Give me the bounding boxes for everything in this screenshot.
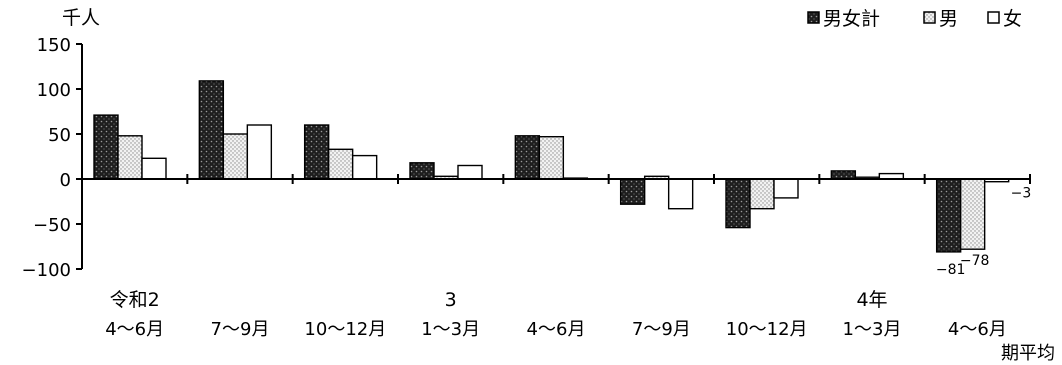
bar bbox=[246, 124, 273, 180]
bar bbox=[749, 178, 775, 210]
bar bbox=[935, 178, 962, 253]
bar bbox=[141, 157, 167, 180]
bar bbox=[959, 178, 986, 250]
bar bbox=[351, 154, 378, 180]
x-category-period-label: 4〜6月 bbox=[527, 319, 586, 340]
bar bbox=[619, 178, 646, 205]
legend-swatch bbox=[987, 11, 1000, 24]
legend-label: 男女計 bbox=[823, 8, 880, 30]
data-label: −3 bbox=[1011, 186, 1032, 202]
x-category-period-label: 7〜9月 bbox=[211, 319, 270, 340]
y-tick-label: 50 bbox=[48, 125, 71, 146]
y-tick-label: 0 bbox=[60, 170, 71, 191]
legend-label: 女 bbox=[1003, 8, 1022, 30]
bar bbox=[117, 135, 143, 180]
x-axis-label: 期平均 bbox=[1001, 343, 1055, 364]
x-category-year-label: 3 bbox=[445, 289, 457, 311]
x-category-period-label: 1〜3月 bbox=[421, 319, 480, 340]
data-label: −78 bbox=[960, 253, 990, 269]
x-category-period-label: 7〜9月 bbox=[632, 319, 691, 340]
bar bbox=[198, 80, 225, 180]
x-category-year-label: 令和2 bbox=[110, 289, 160, 311]
bar bbox=[538, 135, 565, 180]
y-axis: 150 100 50 0 −50 −100 bbox=[22, 35, 83, 281]
bar bbox=[409, 162, 435, 180]
y-axis-unit-label: 千人 bbox=[62, 7, 100, 29]
bar bbox=[222, 133, 249, 180]
bar bbox=[830, 170, 857, 180]
data-label: −81 bbox=[936, 262, 966, 278]
bar bbox=[303, 124, 330, 180]
x-category-period-label: 1〜3月 bbox=[843, 319, 902, 340]
y-tick-label: −50 bbox=[33, 215, 71, 236]
bar bbox=[773, 178, 799, 199]
x-category-period-label: 4〜6月 bbox=[948, 319, 1007, 340]
x-category-period-label: 10〜12月 bbox=[726, 319, 808, 340]
legend-swatch bbox=[807, 11, 820, 24]
bar bbox=[93, 114, 119, 180]
y-tick-label: −100 bbox=[22, 260, 71, 281]
x-category-period-label: 4〜6月 bbox=[105, 319, 164, 340]
legend-label: 男 bbox=[939, 8, 958, 30]
bar bbox=[725, 178, 751, 229]
legend: 男女計 男 女 bbox=[807, 8, 1022, 30]
bar bbox=[457, 164, 483, 180]
y-tick-label: 100 bbox=[37, 80, 71, 101]
bar bbox=[667, 178, 694, 210]
x-axis: 令和2 4〜6月 7〜9月 10〜12月 3 1〜3月 4〜6月 7〜9月 10〜12月 4年 1〜… bbox=[81, 174, 1031, 340]
bar bbox=[514, 135, 541, 180]
y-tick-label: 150 bbox=[37, 35, 71, 56]
legend-swatch bbox=[923, 11, 936, 24]
bar bbox=[327, 148, 354, 180]
x-category-year-label: 4年 bbox=[856, 289, 887, 311]
x-category-period-label: 10〜12月 bbox=[304, 319, 386, 340]
